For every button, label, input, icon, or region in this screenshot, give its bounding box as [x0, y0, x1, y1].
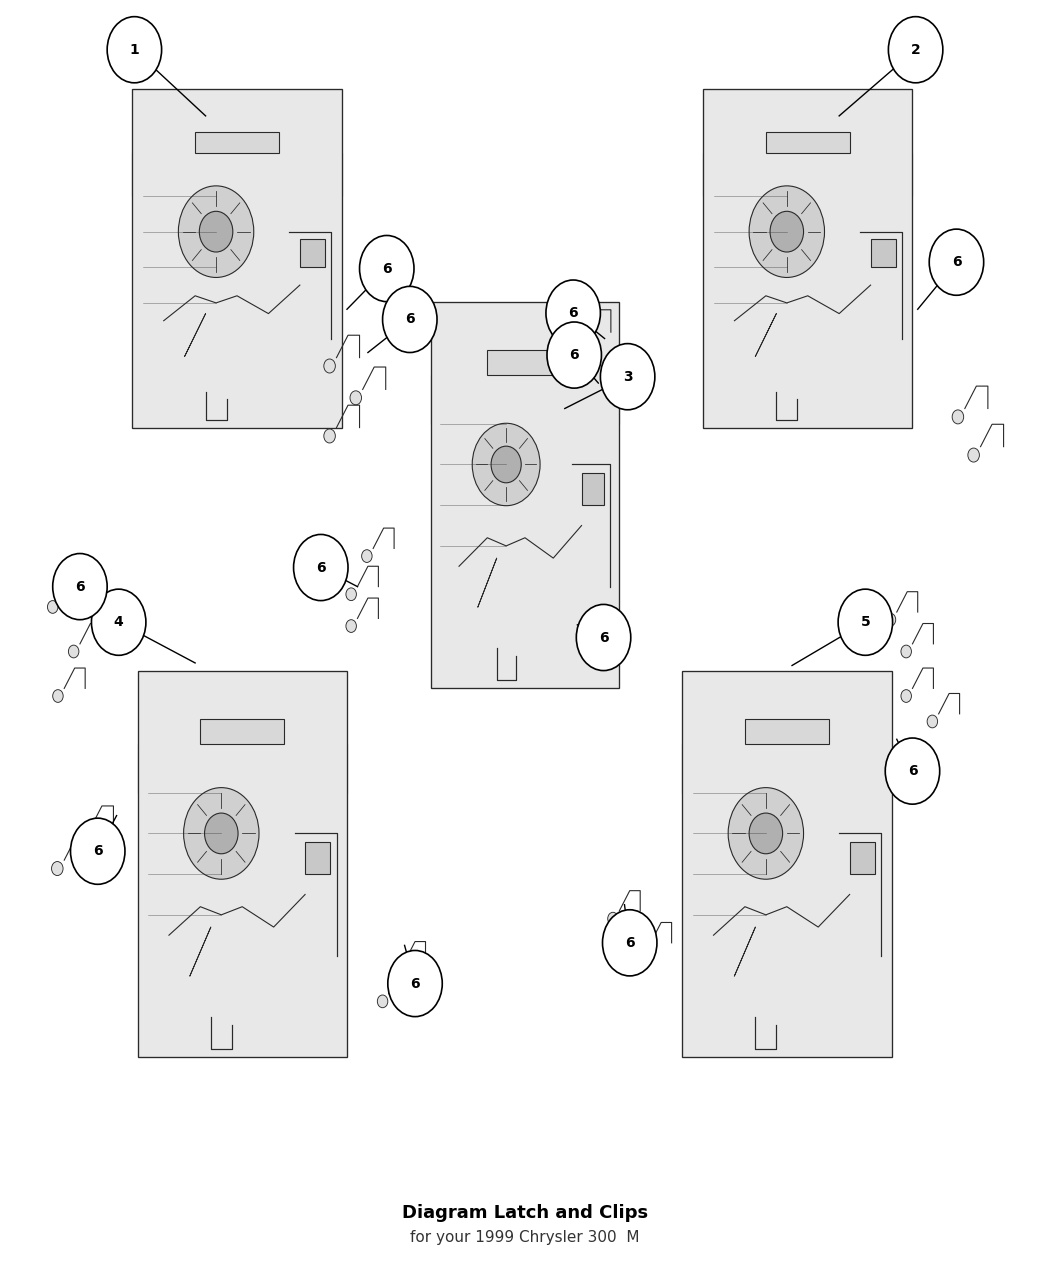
Circle shape: [393, 963, 403, 975]
FancyBboxPatch shape: [487, 351, 563, 375]
Circle shape: [205, 813, 238, 854]
Text: 6: 6: [316, 561, 326, 575]
FancyBboxPatch shape: [138, 671, 346, 1057]
FancyBboxPatch shape: [870, 238, 896, 268]
Circle shape: [178, 186, 254, 278]
FancyBboxPatch shape: [704, 89, 912, 427]
Circle shape: [184, 788, 259, 880]
Circle shape: [838, 589, 892, 655]
Circle shape: [575, 334, 587, 348]
FancyBboxPatch shape: [430, 302, 620, 688]
Circle shape: [952, 409, 964, 423]
FancyBboxPatch shape: [132, 89, 341, 427]
Text: 4: 4: [113, 616, 124, 630]
Circle shape: [70, 819, 125, 885]
Circle shape: [350, 391, 361, 404]
Circle shape: [888, 17, 943, 83]
Circle shape: [901, 690, 911, 703]
FancyBboxPatch shape: [765, 131, 849, 153]
Text: 6: 6: [569, 348, 579, 362]
FancyBboxPatch shape: [682, 671, 891, 1057]
Circle shape: [472, 423, 540, 506]
Circle shape: [603, 910, 657, 975]
Circle shape: [601, 344, 655, 409]
Circle shape: [639, 944, 650, 956]
FancyBboxPatch shape: [582, 473, 604, 505]
FancyBboxPatch shape: [704, 153, 912, 196]
FancyBboxPatch shape: [744, 719, 828, 743]
Circle shape: [968, 448, 980, 462]
FancyBboxPatch shape: [132, 153, 341, 196]
Circle shape: [91, 589, 146, 655]
Circle shape: [47, 601, 58, 613]
Text: 6: 6: [382, 261, 392, 275]
Circle shape: [927, 715, 938, 728]
Circle shape: [361, 550, 372, 562]
Circle shape: [929, 230, 984, 296]
FancyBboxPatch shape: [300, 238, 326, 268]
Text: 6: 6: [598, 631, 608, 644]
Circle shape: [323, 360, 335, 374]
Text: 3: 3: [623, 370, 632, 384]
Circle shape: [728, 788, 803, 880]
Circle shape: [68, 645, 79, 658]
Circle shape: [491, 446, 521, 483]
Circle shape: [608, 913, 618, 926]
Text: 6: 6: [625, 936, 634, 950]
Circle shape: [51, 862, 63, 876]
Text: 6: 6: [411, 977, 420, 991]
Text: 6: 6: [76, 580, 85, 594]
Circle shape: [560, 372, 571, 386]
Circle shape: [382, 287, 437, 352]
FancyBboxPatch shape: [849, 842, 875, 875]
Text: 6: 6: [907, 764, 918, 778]
Circle shape: [200, 212, 233, 252]
FancyBboxPatch shape: [201, 719, 285, 743]
Circle shape: [107, 17, 162, 83]
Circle shape: [52, 690, 63, 703]
Circle shape: [345, 620, 356, 632]
Text: 2: 2: [910, 43, 921, 56]
Circle shape: [377, 994, 387, 1007]
Circle shape: [323, 428, 335, 442]
Circle shape: [770, 212, 803, 252]
Circle shape: [359, 236, 414, 302]
Text: 6: 6: [951, 255, 961, 269]
FancyBboxPatch shape: [138, 743, 346, 793]
Circle shape: [547, 323, 602, 388]
Circle shape: [78, 830, 89, 844]
Circle shape: [387, 950, 442, 1016]
Circle shape: [885, 738, 940, 805]
Circle shape: [885, 613, 896, 626]
Text: 5: 5: [860, 616, 870, 630]
FancyBboxPatch shape: [430, 375, 620, 423]
Circle shape: [901, 645, 911, 658]
Text: for your 1999 Chrysler 300  M: for your 1999 Chrysler 300 M: [411, 1230, 639, 1246]
Circle shape: [546, 280, 601, 346]
Circle shape: [345, 588, 356, 601]
Circle shape: [592, 645, 603, 658]
Text: 1: 1: [129, 43, 140, 56]
Text: 6: 6: [92, 844, 103, 858]
Circle shape: [749, 186, 824, 278]
FancyBboxPatch shape: [306, 842, 330, 875]
Circle shape: [576, 604, 631, 671]
FancyBboxPatch shape: [195, 131, 279, 153]
FancyBboxPatch shape: [682, 743, 891, 793]
Circle shape: [749, 813, 782, 854]
Text: Diagram Latch and Clips: Diagram Latch and Clips: [402, 1204, 648, 1221]
Text: 6: 6: [405, 312, 415, 326]
Circle shape: [52, 553, 107, 620]
Text: 6: 6: [568, 306, 578, 320]
Circle shape: [294, 534, 348, 601]
